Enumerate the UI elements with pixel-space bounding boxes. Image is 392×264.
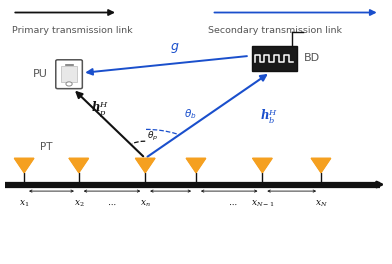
Text: $\cdots$: $\cdots$ [107, 199, 117, 208]
Polygon shape [311, 158, 331, 173]
Bar [252, 46, 297, 71]
Text: BD: BD [304, 54, 320, 63]
Text: $\boldsymbol{h}_b^H$: $\boldsymbol{h}_b^H$ [260, 106, 278, 126]
Polygon shape [252, 158, 272, 173]
Text: Secondary transmission link: Secondary transmission link [208, 26, 342, 35]
Text: $\theta_b$: $\theta_b$ [184, 107, 197, 121]
Circle shape [66, 82, 72, 86]
Text: $\theta_p$: $\theta_p$ [147, 130, 158, 143]
Polygon shape [69, 158, 89, 173]
Text: $x_N$: $x_N$ [314, 199, 327, 209]
Polygon shape [15, 158, 34, 173]
Polygon shape [186, 158, 206, 173]
Text: $\cdots$: $\cdots$ [229, 199, 238, 208]
Text: $g$: $g$ [170, 41, 179, 55]
Text: $x_n$: $x_n$ [140, 199, 151, 209]
Text: PT: PT [40, 142, 52, 152]
Text: $x_1$: $x_1$ [19, 199, 29, 209]
Text: $x_{N-1}$: $x_{N-1}$ [250, 199, 274, 209]
Text: PU: PU [33, 69, 48, 79]
Text: Primary transmission link: Primary transmission link [13, 26, 133, 35]
Text: $\boldsymbol{h}_p^H$: $\boldsymbol{h}_p^H$ [91, 98, 109, 120]
Bar [61, 66, 77, 82]
Text: $x_2$: $x_2$ [74, 199, 84, 209]
Polygon shape [136, 158, 155, 173]
FancyBboxPatch shape [56, 60, 82, 89]
